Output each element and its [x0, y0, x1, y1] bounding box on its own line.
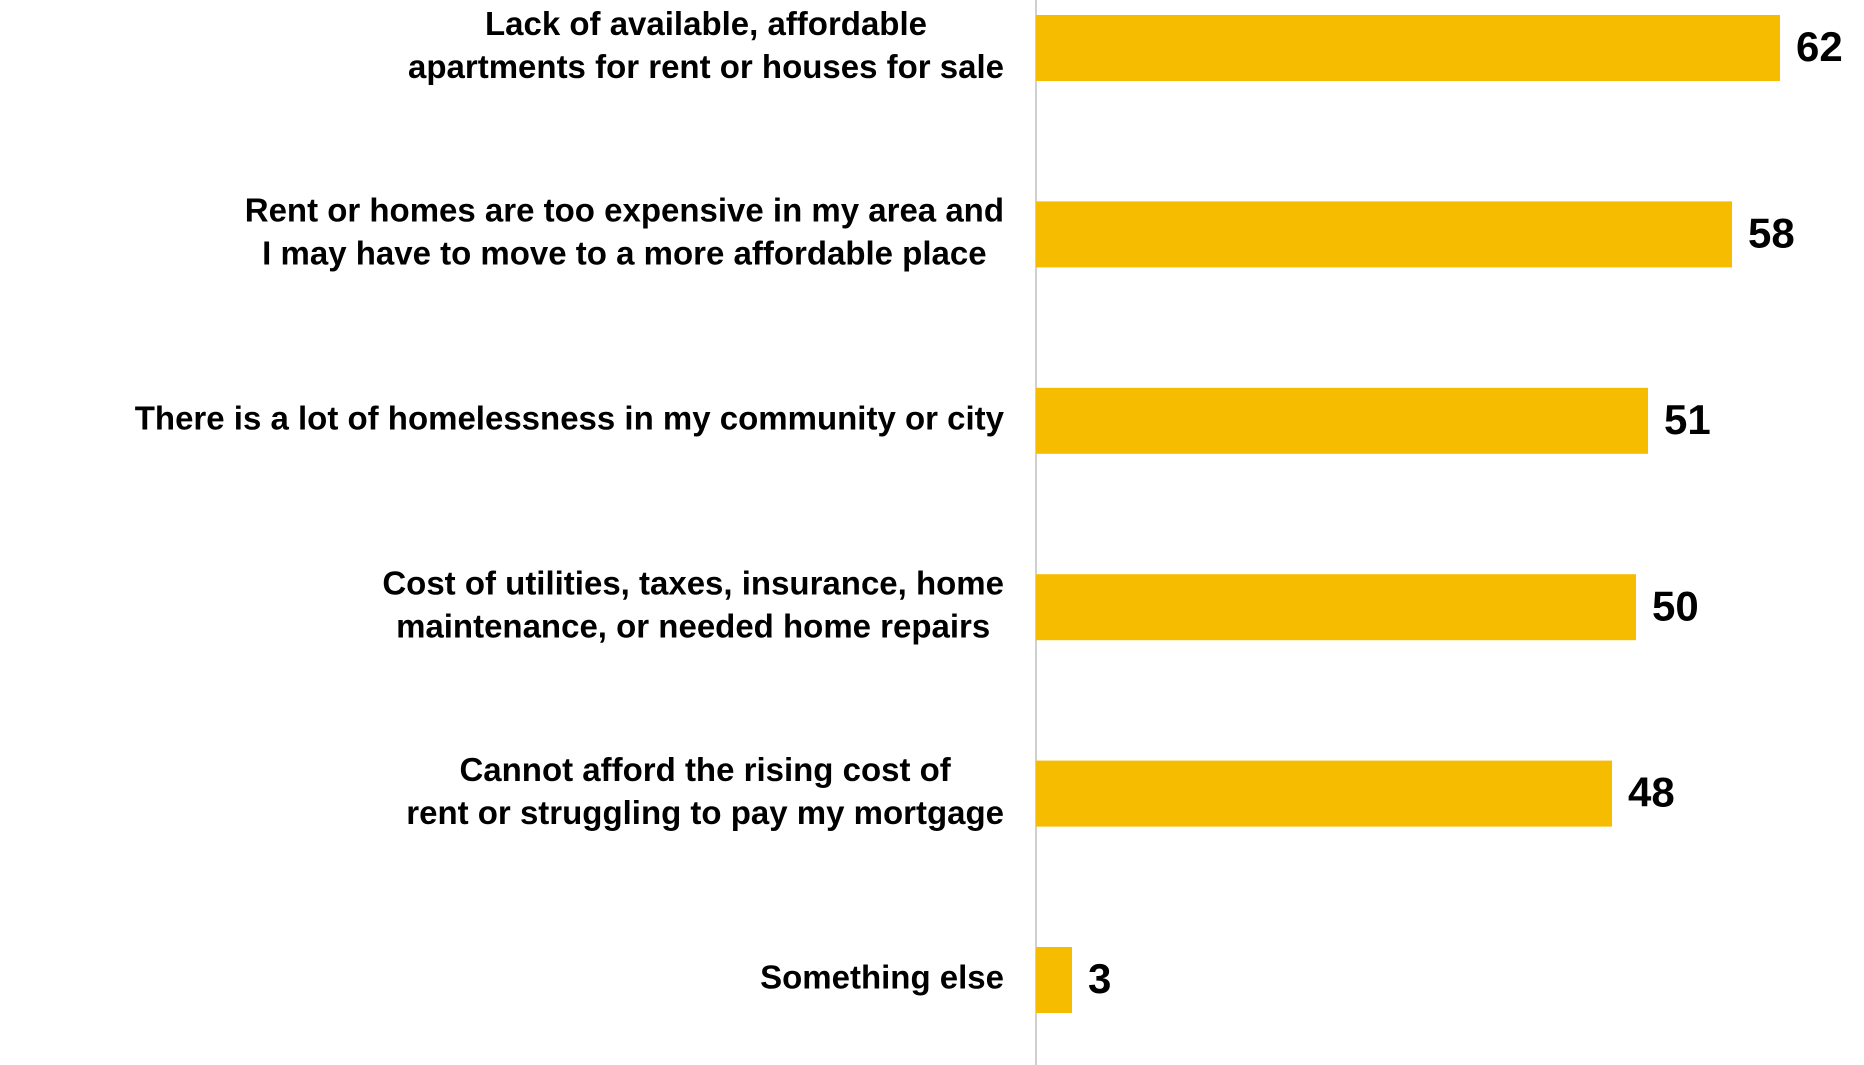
bar — [1036, 574, 1636, 641]
category-label: I may have to move to a more affordable … — [262, 235, 986, 272]
category-label: Lack of available, affordable — [485, 5, 927, 42]
category-label: Cannot afford the rising cost of — [459, 751, 951, 788]
category-label: Something else — [760, 959, 1004, 996]
bar — [1036, 947, 1072, 1013]
bar — [1036, 15, 1780, 81]
category-label: Cost of utilities, taxes, insurance, hom… — [382, 564, 1004, 601]
value-label: 50 — [1652, 582, 1699, 629]
value-label: 62 — [1796, 23, 1843, 70]
category-label: maintenance, or needed home repairs — [396, 607, 990, 644]
bar — [1036, 201, 1732, 268]
category-label: rent or struggling to pay my mortgage — [406, 794, 1004, 831]
category-label: There is a lot of homelessness in my com… — [135, 400, 1005, 437]
value-label: 58 — [1748, 209, 1795, 256]
value-label: 51 — [1664, 396, 1711, 443]
bar — [1036, 387, 1648, 454]
bar — [1036, 760, 1612, 827]
value-label: 48 — [1628, 769, 1675, 816]
category-label: Rent or homes are too expensive in my ar… — [245, 192, 1004, 229]
value-label: 3 — [1088, 955, 1111, 1002]
category-label: apartments for rent or houses for sale — [408, 48, 1004, 85]
